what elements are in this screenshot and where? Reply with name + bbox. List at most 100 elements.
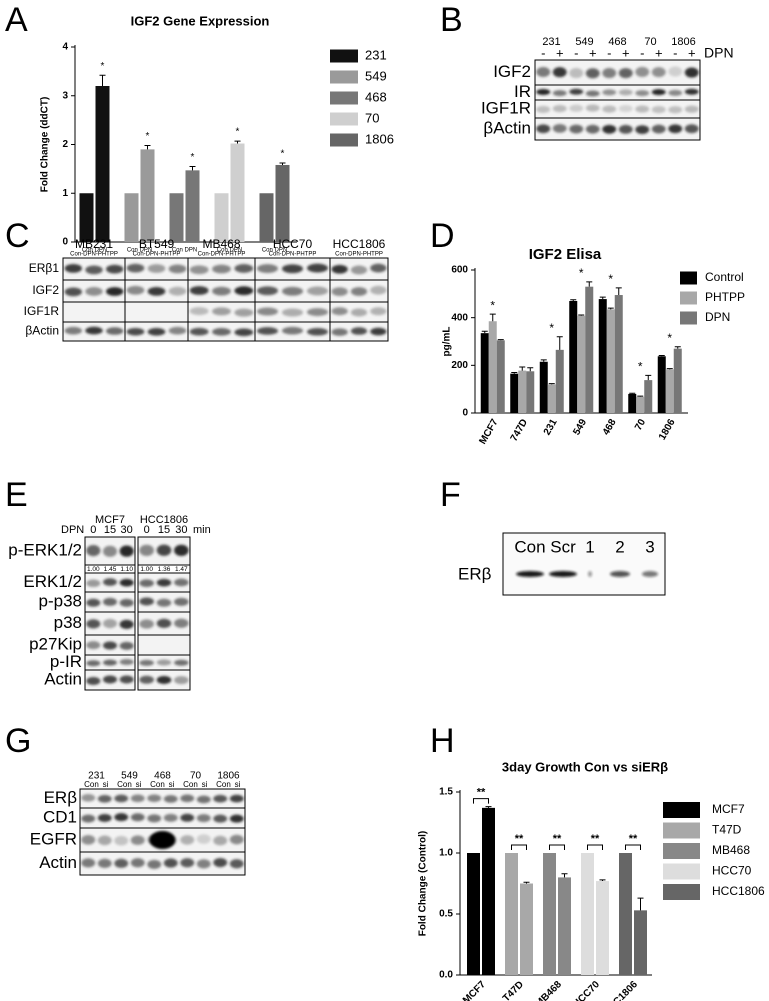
band: [212, 286, 231, 296]
row-label: CD1: [43, 807, 77, 826]
band: [174, 618, 189, 628]
timepoint: 30: [175, 524, 187, 536]
lane-label: 70: [644, 36, 656, 48]
band: [307, 263, 328, 273]
error-bar: [485, 806, 492, 808]
band: [174, 676, 189, 685]
band: [147, 264, 166, 273]
band: [156, 578, 172, 587]
band: [180, 858, 195, 868]
band: [189, 327, 209, 336]
x-tick-label: Con DPN: [172, 248, 197, 254]
lane-label: 1806: [217, 771, 240, 782]
band: [234, 308, 254, 317]
treatment-sign: -: [673, 45, 677, 60]
band: [119, 578, 134, 587]
band: [130, 858, 145, 868]
x-tick-label: HCC70: [571, 979, 602, 1001]
row-label: ERK1/2: [23, 572, 82, 591]
band: [196, 814, 211, 823]
column-label: HCC1806: [333, 237, 386, 251]
band: [64, 287, 83, 297]
significance: *: [579, 266, 584, 280]
band: [126, 263, 145, 273]
significance: *: [146, 131, 150, 142]
significance: **: [515, 833, 524, 845]
error-bar: [674, 346, 681, 349]
band: [103, 675, 117, 684]
band: [602, 105, 617, 113]
bar: [140, 149, 155, 242]
band: [282, 286, 303, 296]
bar: [518, 370, 527, 413]
band: [174, 659, 189, 666]
bar: [496, 340, 505, 413]
timepoint: 15: [104, 524, 116, 536]
band: [569, 104, 584, 112]
legend-label: 70: [365, 110, 379, 125]
legend-label: MB468: [712, 843, 750, 857]
legend-swatch: [680, 311, 697, 325]
x-tick-label: 231: [542, 417, 560, 437]
band: [147, 286, 166, 296]
bar: [636, 396, 645, 413]
panel-letter: H: [430, 722, 455, 760]
bracket: [473, 798, 489, 804]
bracket: [587, 844, 603, 850]
band: [86, 641, 101, 650]
band: [86, 544, 101, 557]
bar: [230, 143, 245, 242]
band: [119, 658, 134, 665]
bar: [547, 384, 556, 413]
band: [569, 88, 584, 95]
band: [229, 794, 244, 803]
band: [86, 676, 101, 685]
band: [103, 578, 117, 586]
timepoint: 0: [144, 524, 150, 536]
blot: [137, 536, 191, 691]
band: [103, 545, 117, 557]
significance: **: [629, 833, 638, 845]
band: [552, 67, 567, 78]
band: [642, 571, 658, 577]
band: [114, 794, 129, 803]
band: [370, 285, 387, 295]
legend-swatch: [680, 291, 697, 305]
quantification: 1.36: [158, 566, 171, 573]
x-tick-label: 747D: [509, 417, 530, 443]
error-bar: [523, 881, 530, 884]
row-label: p38: [54, 613, 82, 632]
band: [168, 286, 187, 296]
bar: [596, 881, 609, 975]
band: [103, 618, 117, 629]
panel-letter: G: [5, 722, 31, 760]
x-tick-label: Con DPN: [127, 248, 152, 254]
band: [536, 124, 551, 134]
band: [139, 675, 154, 684]
timepoint: 0: [90, 524, 96, 536]
legend-label: T47D: [712, 823, 742, 837]
band: [156, 659, 172, 666]
band: [585, 124, 600, 134]
row-label: ERβ1: [29, 261, 60, 275]
band: [180, 813, 195, 822]
error-bar: [658, 355, 665, 357]
band: [139, 544, 154, 556]
treatment-sign: +: [556, 45, 564, 60]
bracket: [511, 844, 527, 850]
error-bar: [540, 359, 547, 362]
band: [163, 813, 178, 822]
time-unit: min: [193, 524, 211, 536]
band: [81, 814, 96, 823]
band: [307, 327, 328, 336]
significance: *: [101, 61, 105, 72]
band: [163, 795, 178, 803]
band: [81, 794, 96, 802]
band: [602, 89, 617, 96]
band: [282, 308, 303, 317]
condition-label: si: [202, 780, 208, 789]
bar: [482, 807, 495, 975]
band: [180, 794, 195, 803]
condition-label: si: [169, 780, 175, 789]
